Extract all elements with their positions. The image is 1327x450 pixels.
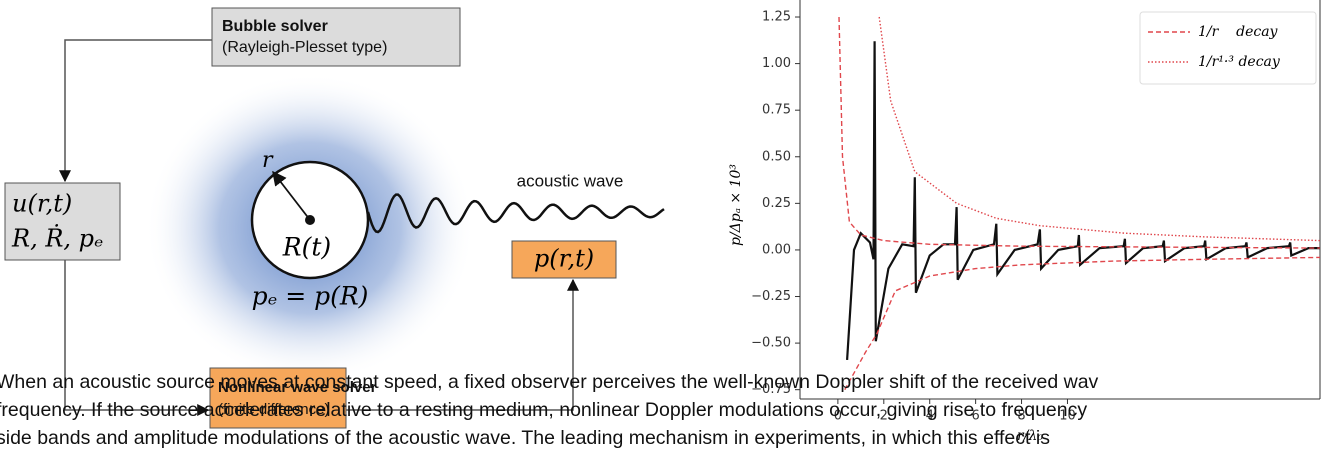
bubble-solver-title: Bubble solver <box>222 18 328 35</box>
y-tick-label: −0.75 <box>751 382 791 397</box>
y-axis-label: p/Δpₐ × 10³ <box>728 164 744 246</box>
wave-solver-title: Nonlinear wave solver <box>218 379 377 396</box>
wave-label: acoustic wave <box>517 171 624 190</box>
legend-label: 1/r decay <box>1198 24 1279 40</box>
wave-solver-box <box>209 367 347 429</box>
y-tick-label: 0.75 <box>762 103 791 118</box>
pressure-label: pₑ = p(R) <box>252 282 369 311</box>
output-label: p(r,t) <box>534 245 594 273</box>
wave-solver-subtitle: (finite difference) <box>218 401 329 418</box>
radius-label: r <box>262 148 274 173</box>
data-line <box>846 41 1320 360</box>
y-tick-label: −0.50 <box>751 336 791 351</box>
x-tick-label: 2 <box>880 409 888 424</box>
y-tick-label: −0.25 <box>751 289 791 304</box>
legend-box <box>1139 11 1317 85</box>
paragraph-line: When an acoustic source moves at constan… <box>0 371 1099 393</box>
flow-arrow <box>64 260 210 416</box>
input-line1: u(r,t) <box>12 190 72 218</box>
y-tick-label: 1.00 <box>762 56 791 71</box>
data-line <box>844 256 1320 391</box>
x-tick-label: 6 <box>971 409 979 424</box>
y-tick-label: 0.50 <box>762 149 791 164</box>
flow-arrow <box>59 39 212 183</box>
x-tick-label: 0 <box>834 409 842 424</box>
flow-arrow <box>346 278 579 411</box>
bubble-solver-subtitle: (Rayleigh-Plesset type) <box>222 39 387 56</box>
bubble-solver-box <box>211 7 461 67</box>
output-box <box>511 240 617 279</box>
data-line <box>838 16 1320 249</box>
chart: p/Δpₐ × 10³ r/λ₀ −0.75 −0.50 −0.25 0.00 0.25… <box>728 0 1321 444</box>
y-tick-label: 0.25 <box>762 196 791 211</box>
paragraph-line: side bands and amplitude modulations of … <box>0 427 1050 449</box>
y-tick-label: 0.00 <box>762 242 791 257</box>
x-tick-label: 4 <box>926 409 934 424</box>
x-axis-label: r/λ₀ <box>1017 428 1043 444</box>
data-line <box>878 16 1320 242</box>
x-tick-label: 10 <box>1059 409 1076 424</box>
bubble-label: R(t) <box>282 233 331 262</box>
x-tick-label: 8 <box>1017 409 1025 424</box>
legend-label: 1/r¹·³ decay <box>1198 54 1281 70</box>
radius-arrow <box>272 170 311 221</box>
acoustic-wave <box>366 193 665 234</box>
input-box <box>4 182 121 261</box>
paragraph: When an acoustic source moves at constan… <box>0 368 1327 450</box>
input-line2: R, Ṙ, pₑ <box>11 224 103 253</box>
y-tick-label: 1.25 <box>762 10 791 25</box>
paragraph-line: frequency. If the source accelerates rel… <box>0 399 1088 421</box>
plot-area <box>838 16 1320 391</box>
